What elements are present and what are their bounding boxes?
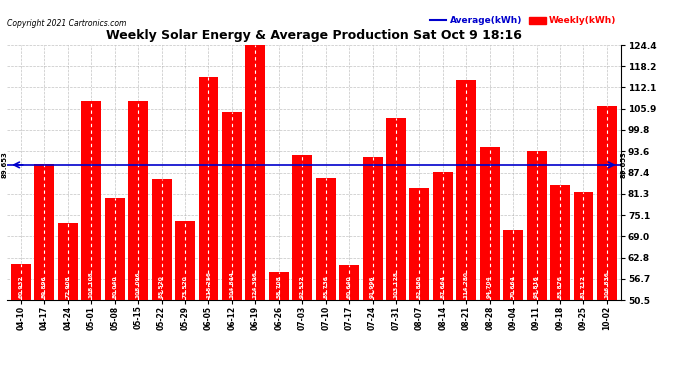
Bar (456, 80, 476, 300)
Text: Copyright 2021 Cartronics.com: Copyright 2021 Cartronics.com (7, 19, 126, 28)
Bar (222, 112, 242, 300)
Text: 60.640: 60.640 (346, 276, 352, 298)
Text: 114.280: 114.280 (464, 272, 469, 298)
Bar (175, 220, 195, 300)
Text: 80.040: 80.040 (112, 276, 117, 298)
Title: Weekly Solar Energy & Average Production Sat Oct 9 18:16: Weekly Solar Energy & Average Production… (106, 30, 522, 42)
Text: 94.704: 94.704 (487, 276, 492, 298)
Bar (339, 265, 359, 300)
Bar (433, 172, 453, 300)
Bar (246, 45, 266, 300)
Text: 81.712: 81.712 (581, 275, 586, 298)
Legend: Average(kWh), Weekly(kWh): Average(kWh), Weekly(kWh) (430, 16, 616, 26)
Text: 89.896: 89.896 (42, 276, 47, 298)
Text: 108.096: 108.096 (136, 272, 141, 298)
Bar (105, 198, 125, 300)
Text: 124.396: 124.396 (253, 272, 258, 298)
Bar (526, 150, 546, 300)
Bar (362, 157, 382, 300)
Bar (480, 147, 500, 300)
Text: 72.908: 72.908 (66, 276, 70, 298)
Bar (293, 155, 312, 300)
Text: 91.996: 91.996 (370, 276, 375, 298)
Bar (503, 230, 523, 300)
Bar (269, 272, 288, 300)
Bar (199, 76, 219, 300)
Bar (573, 192, 593, 300)
Bar (386, 118, 406, 300)
Bar (152, 179, 172, 300)
Bar (128, 101, 148, 300)
Bar (58, 223, 78, 300)
Text: 92.532: 92.532 (299, 276, 305, 298)
Text: 115.256: 115.256 (206, 271, 211, 298)
Text: 106.836: 106.836 (604, 272, 609, 298)
Bar (11, 264, 31, 300)
Bar (81, 101, 101, 300)
Bar (409, 188, 429, 300)
Bar (597, 106, 617, 300)
Text: 73.520: 73.520 (183, 276, 188, 298)
Bar (316, 178, 335, 300)
Text: 82.880: 82.880 (417, 276, 422, 298)
Bar (34, 164, 55, 300)
Text: 70.664: 70.664 (511, 276, 515, 298)
Text: 93.816: 93.816 (534, 276, 539, 298)
Bar (550, 185, 570, 300)
Text: 83.876: 83.876 (558, 275, 562, 298)
Text: 104.844: 104.844 (229, 272, 235, 298)
Text: 103.128: 103.128 (393, 272, 399, 298)
Text: 60.932: 60.932 (19, 276, 23, 298)
Text: 85.520: 85.520 (159, 276, 164, 298)
Text: 85.736: 85.736 (323, 275, 328, 298)
Text: 89.653: 89.653 (620, 152, 627, 178)
Text: 58.708: 58.708 (276, 276, 282, 298)
Text: 89.653: 89.653 (1, 152, 8, 178)
Text: 87.664: 87.664 (440, 275, 445, 298)
Text: 108.108: 108.108 (89, 272, 94, 298)
